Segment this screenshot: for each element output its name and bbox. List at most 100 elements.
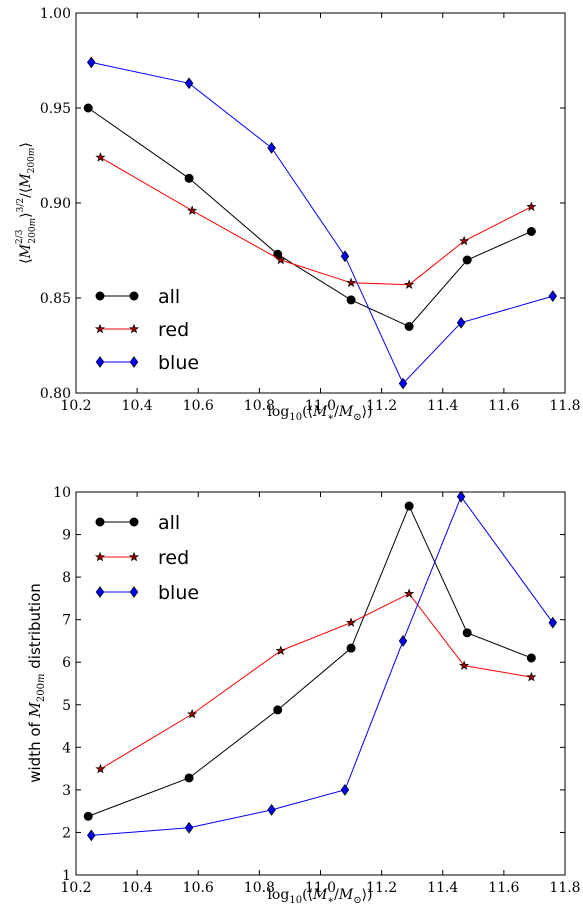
x-tick-label: 10.8 <box>244 398 275 414</box>
y-tick-label: 6 <box>62 655 71 671</box>
data-point-red <box>187 708 198 719</box>
y-tick-label: 3 <box>62 783 71 799</box>
x-tick-label: 10.4 <box>122 880 153 896</box>
data-point-all <box>346 643 356 653</box>
legend-marker-all <box>95 291 105 301</box>
data-point-blue <box>398 635 408 647</box>
data-point-red <box>526 201 537 212</box>
x-tick-label: 11.8 <box>549 398 580 414</box>
data-point-red <box>346 277 357 288</box>
data-point-all <box>526 227 536 236</box>
data-point-all <box>526 653 536 663</box>
x-tick-label: 11.2 <box>366 880 397 896</box>
x-tick-label: 10.2 <box>60 880 91 896</box>
data-point-all <box>462 628 472 638</box>
x-tick-label: 10.2 <box>60 398 91 414</box>
data-point-red <box>459 235 470 246</box>
y-tick-label: 0.80 <box>40 386 71 402</box>
y-tick-label: 4 <box>62 740 71 756</box>
legend-marker-all <box>129 291 139 301</box>
plot-frame <box>75 491 566 876</box>
data-point-all <box>83 103 93 113</box>
data-point-red <box>526 671 537 682</box>
legend-label-blue: blue <box>158 352 199 374</box>
x-tick-label: 11.6 <box>488 398 519 414</box>
x-tick-label: 11.2 <box>366 398 397 414</box>
legend-marker-red <box>128 323 140 334</box>
x-tick-label: 10.8 <box>244 880 275 896</box>
legend-label-red: red <box>158 319 189 341</box>
y-tick-label: 0.85 <box>40 291 71 307</box>
x-axis-label: log10(⟨M∗/M⊙⟩) <box>267 887 372 906</box>
series-layer <box>83 56 558 390</box>
x-axis-label: log10(⟨M∗/M⊙⟩) <box>267 404 372 423</box>
data-point-red <box>459 660 470 670</box>
data-point-blue <box>87 56 96 69</box>
data-point-blue <box>184 77 194 90</box>
data-point-red <box>346 617 357 627</box>
data-point-red <box>275 645 286 656</box>
data-point-all <box>184 173 194 183</box>
data-point-blue <box>340 784 350 796</box>
data-point-all <box>404 501 414 511</box>
series-layer <box>83 490 558 842</box>
data-point-blue <box>548 290 558 302</box>
data-point-red <box>187 205 198 215</box>
legend-marker-blue <box>95 586 105 598</box>
data-point-blue <box>548 616 558 629</box>
y-tick-label: 1 <box>62 868 71 884</box>
x-tick-label: 11.8 <box>549 880 580 896</box>
x-tick-label: 11.4 <box>427 880 458 896</box>
x-tick-label: 11.6 <box>488 880 519 896</box>
legend-label-all: all <box>158 286 180 308</box>
y-tick-label: 0.90 <box>40 196 71 212</box>
tick-labels: 10.2 10.4 10.6 10.8 11.0 11.2 11.4 11.6 11.8 0.80… <box>40 6 581 414</box>
y-tick-label: 0.95 <box>40 101 71 117</box>
series-line-all <box>87 107 532 328</box>
data-point-blue <box>87 829 96 842</box>
data-point-red <box>95 152 106 162</box>
legend-marker-all <box>95 517 105 527</box>
data-point-blue <box>184 821 194 834</box>
x-tick-label: 10.4 <box>122 398 153 414</box>
data-point-blue <box>456 490 466 503</box>
x-tick-label: 10.6 <box>183 398 214 414</box>
tick-labels: 10.2 10.4 10.6 10.8 11.0 11.2 11.4 11.6 11.8 1 2 3 4… <box>53 485 580 896</box>
x-tick-label: 11.4 <box>427 398 458 414</box>
legend-marker-all <box>129 517 139 527</box>
y-axis-label: ⟨M2/3 200m⟩3/2/⟨M200m⟩ <box>15 142 38 264</box>
y-tick-label: 8 <box>62 570 71 586</box>
series-line-red <box>100 156 532 286</box>
mass-ratio-panel: 10.2 10.4 10.6 10.8 11.0 11.2 11.4 11.6 11.8 0.80… <box>15 6 581 423</box>
data-point-blue <box>340 250 350 263</box>
legend-marker-blue <box>95 356 105 368</box>
y-axis-label: width of M200m distribution <box>26 583 47 783</box>
series-line-all <box>88 504 532 817</box>
data-point-blue <box>398 377 408 390</box>
y-tick-label: 2 <box>62 825 71 841</box>
legend-label-blue: blue <box>158 582 199 604</box>
data-point-red <box>404 279 415 289</box>
y-tick-label: 9 <box>62 528 71 544</box>
legend-marker-red <box>128 551 140 562</box>
series-line-red <box>100 593 532 770</box>
data-point-all <box>346 295 356 305</box>
legend-label-red: red <box>158 547 189 569</box>
data-point-red <box>275 254 286 265</box>
data-point-all <box>462 255 472 265</box>
y-tick-label: 1.00 <box>40 6 71 22</box>
data-point-red <box>95 763 106 774</box>
legend-label-all: all <box>158 512 180 534</box>
data-point-blue <box>267 142 276 154</box>
legend-marker-red <box>94 323 106 334</box>
data-point-blue <box>267 804 276 816</box>
x-tick-label: 10.6 <box>183 880 214 896</box>
data-point-all <box>404 322 414 331</box>
legend: all red blue <box>94 286 199 374</box>
data-point-red <box>404 588 415 599</box>
data-point-blue <box>456 316 466 329</box>
y-tick-label: 7 <box>62 613 71 629</box>
plot-frame <box>75 12 566 394</box>
legend: all red blue <box>94 512 199 604</box>
